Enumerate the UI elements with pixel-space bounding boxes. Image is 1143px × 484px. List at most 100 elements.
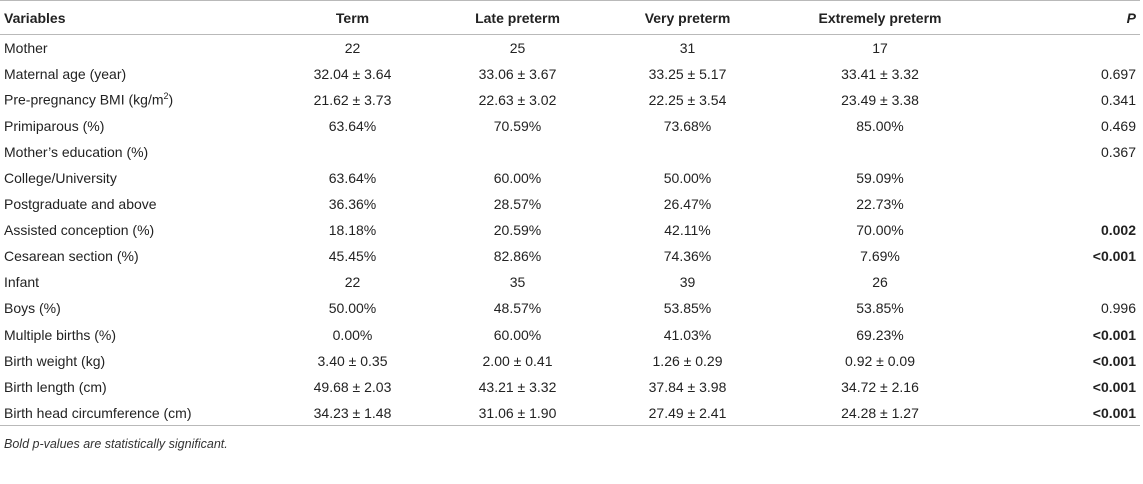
- row-label-text: Pre-pregnancy BMI (kg/m: [4, 92, 164, 109]
- table-row: Cesarean section (%) 45.45% 82.86% 74.36% 7.…: [0, 243, 1140, 269]
- table-cell: 18.18%: [328, 222, 377, 239]
- table-row: Mother’s education (%) 0.367: [0, 139, 1140, 165]
- table-cell: 45.45%: [328, 248, 377, 265]
- table-cell: 60.00%: [493, 170, 542, 187]
- table-cell: [775, 139, 985, 165]
- row-label: Birth weight (kg): [0, 348, 270, 374]
- table-cell: 26: [872, 274, 888, 291]
- header-variables: Variables: [0, 0, 270, 35]
- table-row: Birth length (cm) 49.68 ± 2.03 43.21 ± 3.3…: [0, 374, 1140, 400]
- table-cell: 22.63 ± 3.02: [478, 91, 557, 108]
- table-cell: 50.00%: [328, 300, 377, 317]
- table-cell: 63.64%: [328, 117, 377, 134]
- table-cell: 39: [679, 274, 696, 291]
- table-cell: 69.23%: [856, 326, 904, 343]
- header-p: P: [985, 0, 1140, 35]
- table-header-row: Variables Term Late preterm Very preterm…: [0, 0, 1140, 35]
- table-row: Pre-pregnancy BMI (kg/m2) 21.62 ± 3.73 22.…: [0, 87, 1140, 113]
- header-extremely-preterm: Extremely preterm: [775, 0, 985, 35]
- table-body: Mother 22 25 31 17 Maternal age (year) 32.04 ±…: [0, 35, 1140, 427]
- header-very-preterm: Very preterm: [600, 0, 775, 35]
- table-cell: 2.00 ± 0.41: [482, 352, 553, 369]
- p-value-cell: <0.001: [1092, 352, 1136, 369]
- table-cell: 33.41 ± 3.32: [841, 65, 919, 82]
- table-cell: 31: [679, 39, 696, 56]
- table-cell: 27.49 ± 2.41: [600, 399, 775, 427]
- table-footnote: Bold p-values are statistically signific…: [4, 437, 228, 451]
- table-cell: 70.00%: [856, 222, 904, 239]
- table-cell: 37.84 ± 3.98: [648, 378, 727, 395]
- table-row: Assisted conception (%) 18.18% 20.59% 42.11…: [0, 217, 1140, 243]
- row-label-text: Cesarean section (%): [4, 248, 139, 265]
- header-late-preterm: Late preterm: [435, 0, 600, 35]
- table-cell: 42.11%: [664, 222, 711, 239]
- table-cell: 0.92 ± 0.09: [845, 352, 915, 369]
- table-cell: 31.06 ± 1.90: [435, 399, 600, 427]
- table-cell: 22: [344, 274, 361, 291]
- row-label: Birth length (cm): [0, 374, 270, 400]
- row-label: Primiparous (%): [0, 113, 270, 139]
- table-row: Maternal age (year) 32.04 ± 3.64 33.06 ± 3…: [0, 61, 1140, 87]
- table-cell: 20.59%: [493, 222, 542, 239]
- row-label-text: Primiparous (%): [4, 117, 105, 134]
- row-label-text: Infant: [4, 274, 40, 291]
- row-label-text: Boys (%): [4, 300, 61, 317]
- row-label-text: Multiple births (%): [4, 326, 117, 343]
- p-value-cell: [985, 269, 1140, 295]
- row-label: Pre-pregnancy BMI (kg/m2): [0, 87, 270, 113]
- p-value-cell: <0.001: [985, 399, 1140, 427]
- p-value-cell: [985, 165, 1140, 191]
- table-row: Birth head circumference (cm) 34.23 ± 1.4…: [0, 399, 1140, 427]
- table-cell: 85.00%: [856, 117, 904, 134]
- table-cell: 53.85%: [663, 300, 712, 317]
- row-label: Assisted conception (%): [0, 217, 270, 243]
- table-cell: 70.59%: [493, 117, 542, 134]
- table-row: Birth weight (kg) 3.40 ± 0.35 2.00 ± 0.41 1…: [0, 348, 1140, 374]
- table-cell: 22.25 ± 3.54: [648, 91, 727, 108]
- table-cell: 3.40 ± 0.35: [317, 352, 388, 369]
- table-row: Boys (%) 50.00% 48.57% 53.85% 53.85% 0.996: [0, 295, 1140, 321]
- table-row: Infant 22 35 39 26: [0, 269, 1140, 295]
- row-label-text: Postgraduate and above: [4, 196, 157, 213]
- p-value-cell: <0.001: [1092, 378, 1136, 395]
- table-cell: 35: [509, 274, 526, 291]
- row-label-text: Mother’s education (%): [4, 143, 149, 160]
- row-label-text: Birth head circumference (cm): [4, 404, 192, 421]
- table-cell: [600, 139, 775, 165]
- row-label-text: Maternal age (year): [4, 65, 127, 82]
- table-cell: 73.68%: [663, 117, 712, 134]
- row-label: Boys (%): [0, 295, 270, 321]
- table-cell: 17: [872, 39, 888, 56]
- p-value-cell: 0.367: [1100, 143, 1136, 160]
- table-cell: 60.00%: [493, 326, 542, 343]
- table-cell: 26.47%: [663, 196, 712, 213]
- table-row: Mother 22 25 31 17: [0, 35, 1140, 61]
- p-value-cell: 0.469: [1100, 117, 1136, 134]
- table-cell: 41.03%: [663, 326, 712, 343]
- row-label-superscript: 2: [163, 91, 169, 102]
- row-label: Birth head circumference (cm): [0, 399, 270, 427]
- table-cell: 32.04 ± 3.64: [313, 65, 392, 82]
- p-value-cell: 0.341: [1100, 91, 1136, 108]
- table-cell: 63.64%: [328, 170, 377, 187]
- row-label-text: Birth length (cm): [4, 378, 107, 395]
- row-label-text: College/University: [4, 170, 117, 187]
- table-cell: 25: [509, 39, 526, 56]
- row-label: Mother: [0, 35, 270, 61]
- table-cell: 33.06 ± 3.67: [478, 65, 557, 82]
- p-value-cell: 0.697: [1100, 65, 1136, 82]
- row-label: Cesarean section (%): [0, 243, 270, 269]
- table-container: Variables Term Late preterm Very preterm…: [0, 0, 1140, 451]
- table-cell: 23.49 ± 3.38: [841, 91, 919, 108]
- row-label-text: Assisted conception (%): [4, 222, 155, 239]
- table-cell: [270, 139, 435, 165]
- table-cell: 22.73%: [856, 196, 904, 213]
- table-cell: 1.26 ± 0.29: [652, 352, 723, 369]
- table-cell: 34.72 ± 2.16: [841, 378, 919, 395]
- table-cell: 59.09%: [856, 170, 904, 187]
- table-row: Postgraduate and above 36.36% 28.57% 26.47%…: [0, 191, 1140, 217]
- table-cell: 28.57%: [493, 196, 542, 213]
- p-value-cell: 0.996: [1100, 300, 1136, 317]
- row-label: Maternal age (year): [0, 61, 270, 87]
- row-label: Mother’s education (%): [0, 139, 270, 165]
